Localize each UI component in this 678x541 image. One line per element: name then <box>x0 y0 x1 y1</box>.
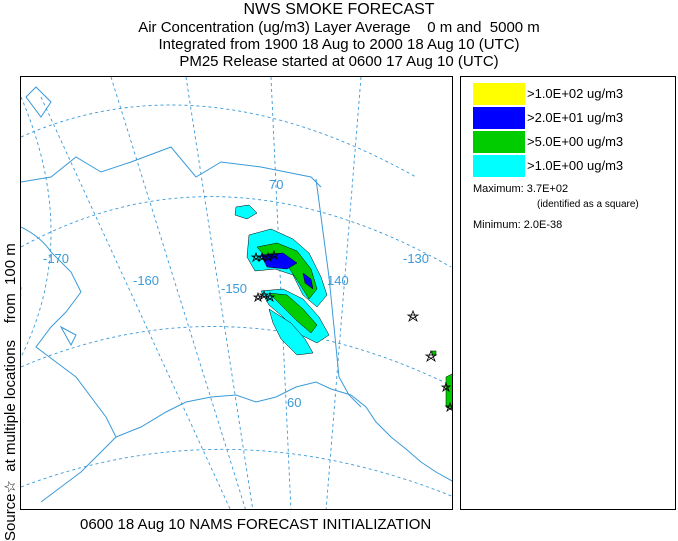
legend-swatch-yellow <box>473 83 525 105</box>
source-star <box>252 291 264 303</box>
source-star <box>444 401 452 413</box>
minimum-value: Minimum: 2.0E-38 <box>473 219 563 231</box>
smoke-plume-edge <box>445 373 452 411</box>
graticule-latitudes <box>21 104 452 497</box>
maximum-note: (identified as a square) <box>537 199 639 210</box>
map-panel[interactable]: -170 -160 -150 140 -130 70 60 <box>20 76 453 510</box>
smoke-plume-cyan <box>234 204 330 356</box>
parallel-60 <box>21 326 452 387</box>
source-star <box>262 251 274 263</box>
source-star <box>268 249 280 261</box>
meridian-170 <box>40 96 231 509</box>
label-lat-60: 60 <box>287 395 301 410</box>
parallel-80 <box>21 104 417 178</box>
release-start: PM25 Release started at 0600 17 Aug 10 (… <box>179 53 499 70</box>
graticule-labels: -170 -160 -150 140 -130 70 60 <box>43 177 429 410</box>
maximum-value: Maximum: 3.7E+02 <box>473 183 569 195</box>
forecast-initialization: 0600 18 Aug 10 NAMS FORECAST INITIALIZAT… <box>80 516 432 533</box>
label-lon-170: -170 <box>43 251 69 266</box>
meridian-160 <box>110 77 246 509</box>
legend-label: >5.0E+00 ug/m3 <box>527 134 624 149</box>
meridian-150 <box>185 77 254 509</box>
label-lat-70: 70 <box>269 177 283 192</box>
label-lon-140: 140 <box>327 273 349 288</box>
source-star <box>440 381 452 393</box>
graticule-longitudes <box>21 77 362 509</box>
legend-label: >1.0E+02 ug/m3 <box>527 86 624 101</box>
coastline <box>21 86 452 503</box>
source-star <box>424 349 438 363</box>
map-title: NWS SMOKE FORECAST <box>243 1 435 18</box>
header: NWS SMOKE FORECAST Air Concentration (ug… <box>0 0 678 70</box>
legend-label: >1.0E+00 ug/m3 <box>527 158 624 173</box>
legend-swatch-cyan <box>473 155 525 177</box>
legend-item: >1.0E+02 ug/m3 <box>473 83 673 105</box>
label-lon-150: -150 <box>221 281 247 296</box>
integration-period: Integrated from 1900 18 Aug to 2000 18 A… <box>158 36 520 53</box>
international-border <box>315 178 362 408</box>
source-star <box>258 289 270 301</box>
source-star <box>406 309 420 323</box>
meridian-130 <box>325 77 362 509</box>
source-markers <box>250 249 452 413</box>
concentration-subtitle: Air Concentration (ug/m3) Layer Average … <box>138 19 540 36</box>
label-lon-130: -130 <box>403 251 429 266</box>
legend-swatch-green <box>473 131 525 153</box>
source-location-label: Source☆ at multiple locations from 100 m <box>2 243 19 541</box>
legend-item: >5.0E+00 ug/m3 <box>473 131 673 153</box>
legend-item: >2.0E+01 ug/m3 <box>473 107 673 129</box>
parallel-70 <box>21 196 452 268</box>
legend-panel: >1.0E+02 ug/m3 >2.0E+01 ug/m3 >5.0E+00 u… <box>460 76 676 510</box>
meridian-180 <box>21 96 52 358</box>
source-star <box>264 291 276 303</box>
legend-item: >1.0E+00 ug/m3 <box>473 155 673 177</box>
smoke-map[interactable]: -170 -160 -150 140 -130 70 60 <box>21 77 453 510</box>
legend-label: >2.0E+01 ug/m3 <box>527 110 624 125</box>
label-lon-160: -160 <box>133 273 159 288</box>
legend-swatch-blue <box>473 107 525 129</box>
parallel-50 <box>21 448 452 497</box>
